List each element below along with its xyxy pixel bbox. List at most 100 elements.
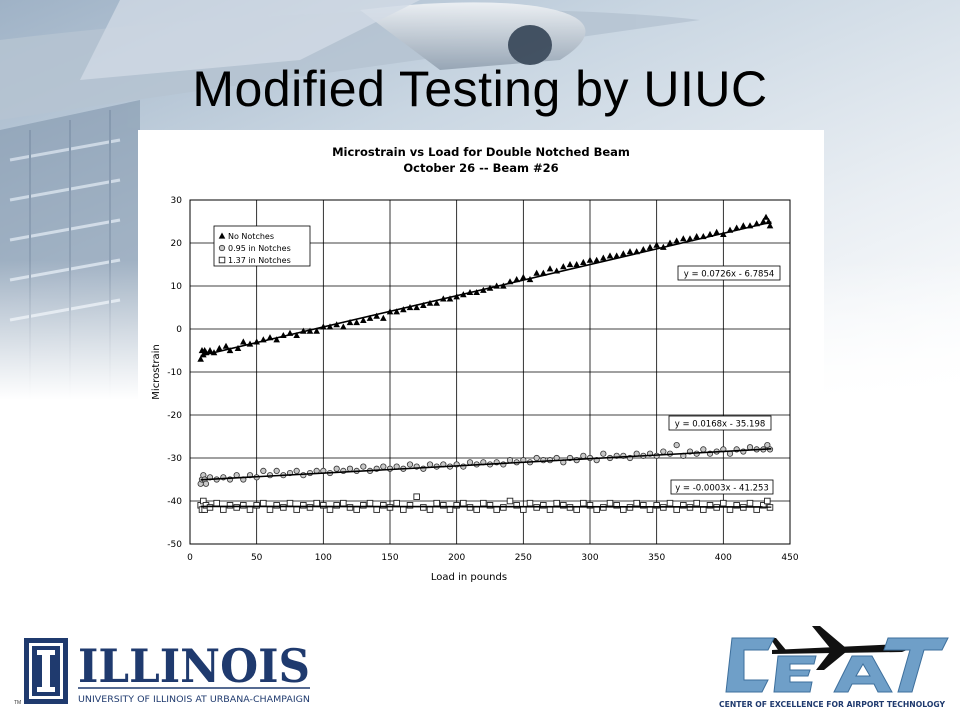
- notch-137-point: [666, 499, 674, 507]
- notch-137-point: [340, 499, 347, 507]
- no-notches-point: [340, 323, 347, 330]
- no-notches-point: [520, 273, 527, 280]
- notch-095-point: [360, 463, 367, 470]
- notch-137-point: [346, 504, 354, 511]
- notch-137-point: [480, 499, 487, 507]
- no-notches-point: [653, 241, 660, 248]
- notch-137-point: [540, 502, 547, 509]
- illinois-logo: ILLINOIS UNIVERSITY OF ILLINOIS AT URBAN…: [24, 638, 310, 705]
- no-notches-point: [673, 237, 680, 244]
- notch-137-point: [693, 499, 700, 507]
- no-notches-point: [613, 252, 620, 259]
- notch-137-point: [326, 506, 334, 513]
- no-notches-point: [620, 250, 627, 257]
- notch-095-point: [580, 452, 587, 459]
- legend-entry: No Notches: [228, 232, 274, 241]
- notch-095-point: [533, 454, 540, 462]
- notch-137-point: [506, 497, 514, 505]
- notch-095-point: [333, 465, 340, 472]
- no-notches-point: [373, 312, 380, 319]
- no-notches-point: [740, 222, 747, 229]
- notch-137-point: [400, 506, 407, 513]
- notch-137-point: [486, 502, 494, 509]
- notch-095-point: [260, 467, 267, 474]
- no-notches-point: [473, 288, 480, 296]
- notch-137-point: [760, 502, 767, 509]
- ceat-logo: CENTER OF EXCELLENCE FOR AIRPORT TECHNOL…: [719, 626, 949, 709]
- notch-137-point: [460, 499, 467, 507]
- notch-137-point: [246, 506, 254, 513]
- y-tick-label: -50: [167, 540, 182, 550]
- notch-095-point: [380, 463, 387, 470]
- trendline: [200, 221, 772, 357]
- no-notches-point: [626, 248, 634, 255]
- x-tick-label: 300: [581, 553, 598, 563]
- notch-137-point: [580, 499, 587, 507]
- x-tick-label: 50: [251, 553, 263, 563]
- no-notches-point: [580, 258, 587, 265]
- notch-137-point: [313, 499, 320, 507]
- no-notches-point: [713, 228, 720, 235]
- notch-137-point: [560, 502, 567, 509]
- no-notches-point: [400, 306, 407, 313]
- notch-095-point: [466, 459, 474, 466]
- notch-137-point: [593, 506, 600, 513]
- trendline-equation-box: [668, 415, 772, 431]
- notch-137-point: [526, 499, 534, 507]
- x-tick-label: 0: [187, 553, 193, 563]
- notch-137-point: [706, 502, 714, 509]
- notch-137-point: [606, 499, 614, 507]
- notch-137-point: [220, 506, 227, 513]
- airplane-graphic: [0, 0, 700, 120]
- notch-137-point: [393, 499, 400, 507]
- no-notches-point: [593, 256, 600, 263]
- trendline-equation-box: [670, 479, 774, 495]
- notch-095-point: [293, 467, 300, 474]
- notch-137-point: [413, 493, 420, 500]
- no-notches-point: [762, 213, 770, 220]
- y-tick-label: 20: [171, 239, 183, 249]
- no-notches-point: [686, 235, 694, 242]
- trendline: [200, 448, 772, 481]
- no-notches-point: [234, 344, 242, 351]
- no-notches-point: [326, 323, 334, 330]
- notch-095-point: [346, 465, 354, 472]
- no-notches-point: [640, 245, 647, 253]
- notch-137-point: [646, 506, 654, 513]
- ceat-subtitle: CENTER OF EXCELLENCE FOR AIRPORT TECHNOL…: [719, 700, 946, 709]
- notch-137-point: [320, 502, 327, 509]
- no-notches-point: [420, 301, 427, 308]
- notch-137-point: [520, 506, 527, 513]
- y-tick-label: 30: [171, 196, 183, 206]
- x-tick-label: 450: [781, 553, 798, 563]
- notch-137-point: [366, 499, 374, 507]
- notch-137-point: [653, 502, 660, 509]
- no-notches-point: [560, 263, 567, 270]
- slide-title: Modified Testing by UIUC: [192, 61, 768, 117]
- notch-137-point: [373, 506, 380, 513]
- notch-137-point: [266, 506, 274, 513]
- notch-095-point: [673, 441, 680, 449]
- notch-137-point: [380, 502, 387, 509]
- no-notches-point: [393, 308, 400, 315]
- trendline-equation: y = 0.0726x - 6.7854: [684, 270, 775, 280]
- notch-137-point: [513, 502, 520, 509]
- no-notches-point: [313, 327, 320, 334]
- notch-137-point: [553, 499, 560, 507]
- legend-entry: 1.37 in Notches: [228, 256, 291, 265]
- notch-137-point: [213, 499, 220, 507]
- trendline: [200, 505, 772, 508]
- notch-137-point: [440, 502, 447, 509]
- no-notches-point: [600, 254, 607, 261]
- no-notches-point: [226, 347, 234, 354]
- no-notches-point: [240, 338, 247, 345]
- legend-marker: [218, 232, 226, 239]
- notch-137-point: [306, 504, 314, 511]
- no-notches-point: [197, 355, 204, 362]
- no-notches-point: [546, 265, 554, 272]
- notch-095-point: [202, 480, 210, 487]
- notch-137-point: [273, 502, 280, 509]
- no-notches-point: [360, 316, 367, 323]
- notch-137-point: [493, 506, 500, 513]
- notch-137-point: [613, 502, 620, 509]
